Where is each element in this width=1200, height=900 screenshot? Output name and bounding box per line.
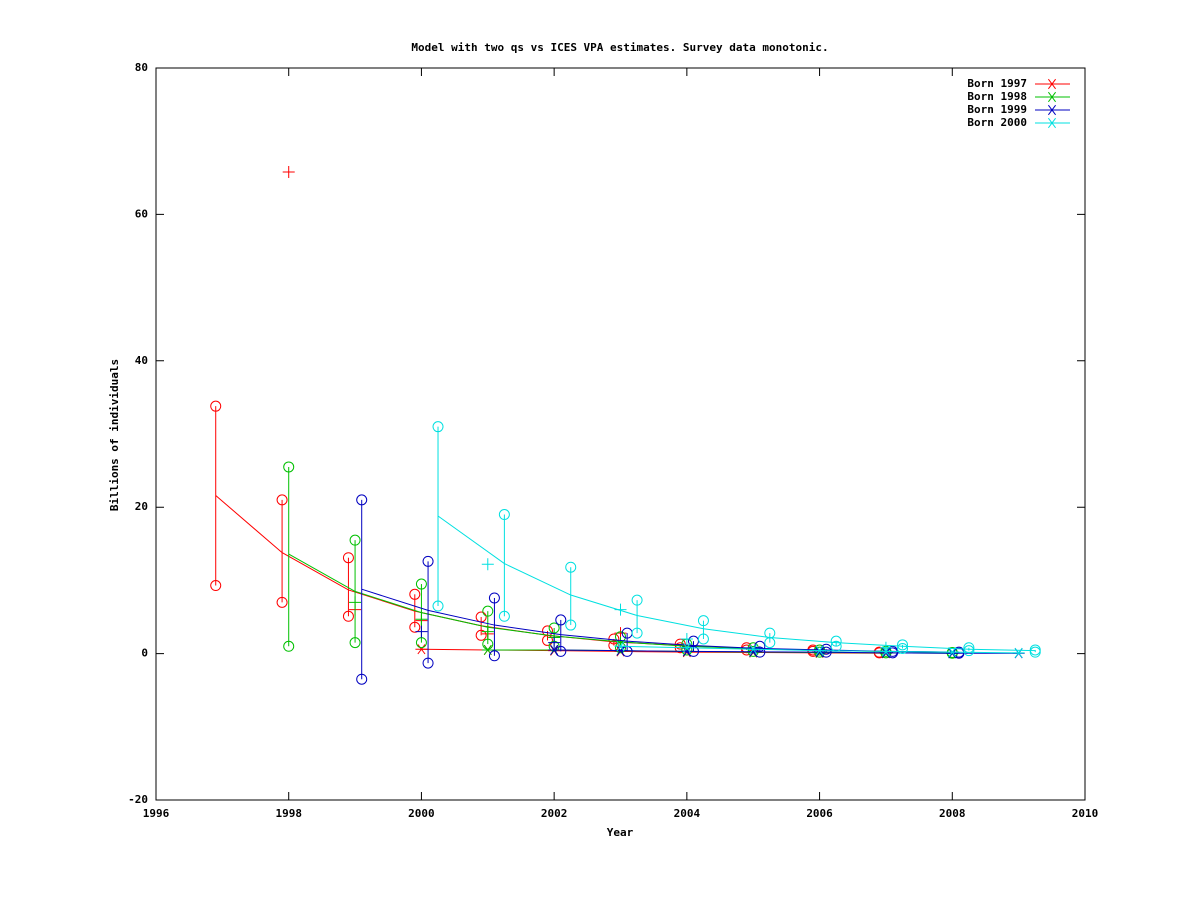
survey-high [283, 461, 295, 473]
survey-low [482, 638, 494, 650]
vpa-point [481, 558, 494, 571]
survey-high [542, 625, 554, 637]
x-tick-label: 2002 [541, 807, 568, 820]
x-tick-label: 2006 [806, 807, 833, 820]
survey-high [210, 400, 222, 412]
survey-high [697, 615, 709, 627]
survey-low [697, 633, 709, 645]
survey-low [615, 642, 626, 654]
vpa-point [481, 625, 494, 638]
survey-low [409, 621, 421, 633]
survey-low [422, 657, 434, 669]
catch-point [946, 647, 959, 658]
y-tick-label: 80 [135, 61, 148, 74]
y-axis-label: Billions of individuals [108, 359, 121, 511]
survey-low [356, 673, 368, 685]
survey-high [482, 605, 494, 617]
catch-line [554, 649, 1019, 654]
survey-high [488, 592, 500, 604]
vpa-point [614, 603, 627, 616]
plot-frame [155, 67, 1086, 801]
vpa-point [548, 636, 561, 649]
survey-high [873, 646, 885, 658]
catch-point [747, 644, 760, 655]
survey-high [764, 627, 776, 639]
legend-label: Born 1999 [967, 103, 1027, 116]
legend-label: Born 1997 [967, 77, 1027, 90]
survey-low [475, 629, 487, 641]
legend-label: Born 1998 [967, 90, 1027, 103]
vpa-point [680, 632, 693, 645]
legend-label: Born 2000 [967, 116, 1027, 129]
model-line [437, 515, 1036, 652]
survey-low [963, 645, 975, 657]
catch-point [946, 648, 959, 659]
catch-point [879, 646, 892, 657]
survey-low [432, 600, 444, 612]
vpa-point [349, 596, 362, 609]
catch-point [415, 644, 428, 655]
survey-high [432, 421, 444, 433]
survey-high [276, 494, 288, 506]
survey-low [276, 596, 288, 608]
survey-low [631, 627, 643, 639]
legend-marker [1046, 91, 1058, 103]
catch-point [1012, 647, 1025, 658]
survey-high [897, 639, 909, 651]
x-tick-label: 2010 [1072, 807, 1099, 820]
legend-marker [1046, 104, 1058, 116]
survey-high [631, 594, 643, 606]
survey-high [356, 494, 368, 506]
catch-point [680, 642, 693, 653]
survey-high [415, 578, 427, 590]
x-axis-label: Year [607, 826, 634, 839]
survey-low [565, 619, 577, 631]
y-tick-label: 0 [141, 647, 148, 660]
survey-high [342, 552, 354, 564]
catch-point [813, 645, 826, 656]
survey-low [210, 580, 222, 592]
y-tick-label: 20 [135, 500, 148, 513]
catch-point [813, 647, 826, 658]
x-tick-label: 2004 [674, 807, 701, 820]
survey-high [498, 509, 510, 521]
survey-low [283, 640, 295, 652]
chart-title: Model with two qs vs ICES VPA estimates.… [411, 41, 828, 54]
catch-point [614, 645, 627, 656]
survey-low [488, 650, 500, 662]
survey-high [349, 534, 361, 546]
catch-point [614, 641, 627, 652]
vpa-point [415, 613, 428, 626]
vpa-point [415, 625, 428, 638]
vpa-point [282, 165, 295, 178]
survey-high [1029, 644, 1041, 656]
catch-point [747, 646, 760, 657]
survey-low [349, 637, 361, 649]
survey-low [498, 610, 510, 622]
legend-marker [1046, 117, 1058, 129]
survey-high [409, 588, 421, 600]
survey-high [555, 614, 567, 626]
catch-point [548, 644, 561, 656]
x-tick-label: 2000 [408, 807, 435, 820]
survey-high [422, 555, 434, 567]
x-tick-label: 1998 [275, 807, 302, 820]
y-tick-label: 40 [135, 354, 148, 367]
legend-marker [1046, 78, 1058, 90]
survey-low [342, 610, 354, 622]
y-tick-label: -20 [128, 793, 148, 806]
x-tick-label: 2008 [939, 807, 966, 820]
survey-low [897, 642, 909, 654]
y-tick-label: 60 [135, 207, 148, 220]
survey-high [565, 561, 577, 573]
survey-high [615, 631, 626, 643]
x-tick-label: 1996 [143, 807, 170, 820]
survey-high [830, 635, 842, 647]
